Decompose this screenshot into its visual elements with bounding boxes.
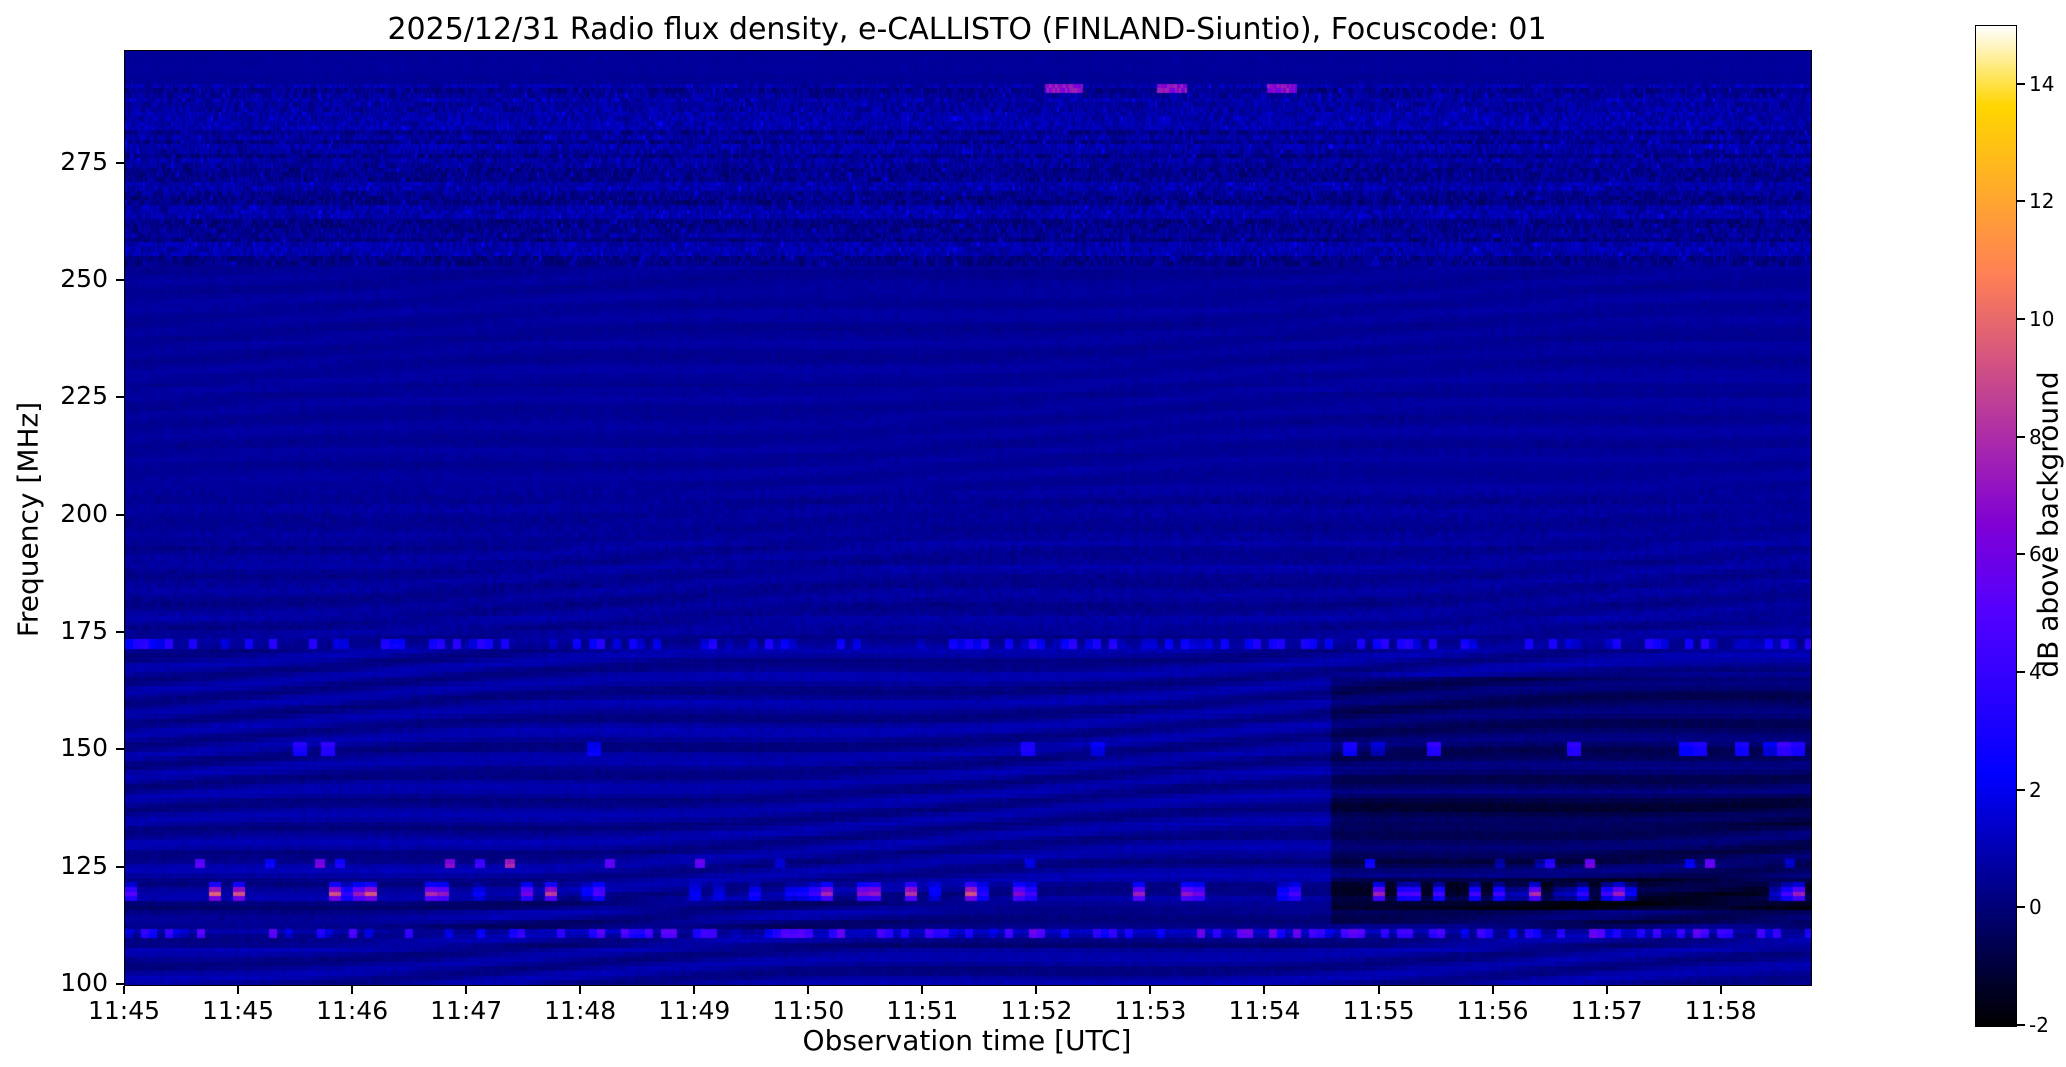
- x-tick-mark: [579, 986, 582, 994]
- colorbar-tick-label: 0: [2029, 895, 2042, 920]
- colorbar-tick-label: 4: [2029, 660, 2042, 685]
- x-tick-label: 11:58: [1684, 996, 1757, 1025]
- y-tick-mark: [116, 865, 124, 868]
- x-tick-mark: [123, 986, 125, 994]
- x-tick-mark: [1263, 986, 1266, 994]
- chart-title: 2025/12/31 Radio flux density, e-CALLIST…: [387, 12, 1547, 47]
- y-tick-mark: [116, 983, 124, 985]
- x-tick-mark: [237, 986, 240, 994]
- y-tick-label: 275: [60, 146, 108, 176]
- x-tick-mark: [351, 986, 354, 994]
- colorbar-tick-mark: [2017, 906, 2025, 909]
- y-tick-label: 125: [60, 850, 108, 880]
- colorbar-tick-mark: [2017, 435, 2025, 438]
- x-tick-mark: [1605, 986, 1608, 994]
- y-tick-label: 100: [60, 968, 108, 997]
- colorbar: [1975, 25, 2017, 1027]
- x-tick-label: 11:51: [886, 996, 959, 1025]
- colorbar-tick-mark: [2017, 788, 2025, 791]
- y-tick-mark: [116, 630, 124, 633]
- x-tick-mark: [1719, 986, 1722, 994]
- x-tick-mark: [1377, 986, 1380, 994]
- x-tick-label: 11:52: [1000, 996, 1073, 1025]
- spectrogram-heatmap: [125, 51, 1811, 985]
- colorbar-tick-mark: [2017, 553, 2025, 556]
- x-tick-mark: [1035, 986, 1038, 994]
- colorbar-tick-label: 8: [2029, 424, 2042, 449]
- y-tick-mark: [116, 161, 124, 164]
- x-tick-label: 11:53: [1114, 996, 1187, 1025]
- colorbar-tick-mark: [2017, 82, 2025, 85]
- colorbar-tick-label: 12: [2029, 189, 2055, 214]
- colorbar-tick-mark: [2017, 200, 2025, 203]
- colorbar-tick-label: 14: [2029, 71, 2055, 96]
- x-tick-label: 11:48: [544, 996, 617, 1025]
- colorbar-tick-label: 2: [2029, 777, 2042, 802]
- x-tick-mark: [465, 986, 468, 994]
- x-tick-mark: [807, 986, 810, 994]
- y-tick-mark: [116, 513, 124, 516]
- colorbar-tick-label: -2: [2029, 1013, 2049, 1037]
- x-tick-label: 11:45: [202, 996, 275, 1025]
- y-tick-mark: [116, 396, 124, 399]
- colorbar-tick-label: 10: [2029, 307, 2055, 332]
- y-tick-label: 150: [60, 733, 108, 763]
- colorbar-tick-mark: [2017, 671, 2025, 674]
- y-tick-label: 225: [60, 381, 108, 411]
- x-axis-label: Observation time [UTC]: [802, 1024, 1132, 1057]
- x-tick-label: 11:46: [316, 996, 389, 1025]
- colorbar-tick-mark: [2017, 318, 2025, 321]
- x-tick-mark: [1491, 986, 1494, 994]
- y-tick-label: 175: [60, 615, 108, 645]
- x-tick-label: 11:50: [772, 996, 845, 1025]
- y-tick-label: 250: [60, 263, 108, 293]
- y-tick-mark: [116, 278, 124, 281]
- colorbar-tick-mark: [2017, 1024, 2025, 1026]
- colorbar-gradient: [1976, 26, 2016, 1026]
- x-tick-label: 11:56: [1456, 996, 1529, 1025]
- x-tick-label: 11:49: [658, 996, 731, 1025]
- x-tick-label: 11:45: [87, 996, 161, 1025]
- y-tick-label: 200: [60, 498, 108, 528]
- y-tick-mark: [116, 748, 124, 751]
- x-tick-mark: [921, 986, 924, 994]
- x-tick-mark: [1149, 986, 1152, 994]
- x-tick-label: 11:47: [430, 996, 503, 1025]
- x-tick-label: 11:54: [1228, 996, 1301, 1025]
- x-tick-mark: [693, 986, 696, 994]
- plot-area: [124, 50, 1812, 986]
- x-tick-label: 11:55: [1342, 996, 1415, 1025]
- x-tick-label: 11:57: [1570, 996, 1643, 1025]
- colorbar-tick-label: 6: [2029, 542, 2042, 567]
